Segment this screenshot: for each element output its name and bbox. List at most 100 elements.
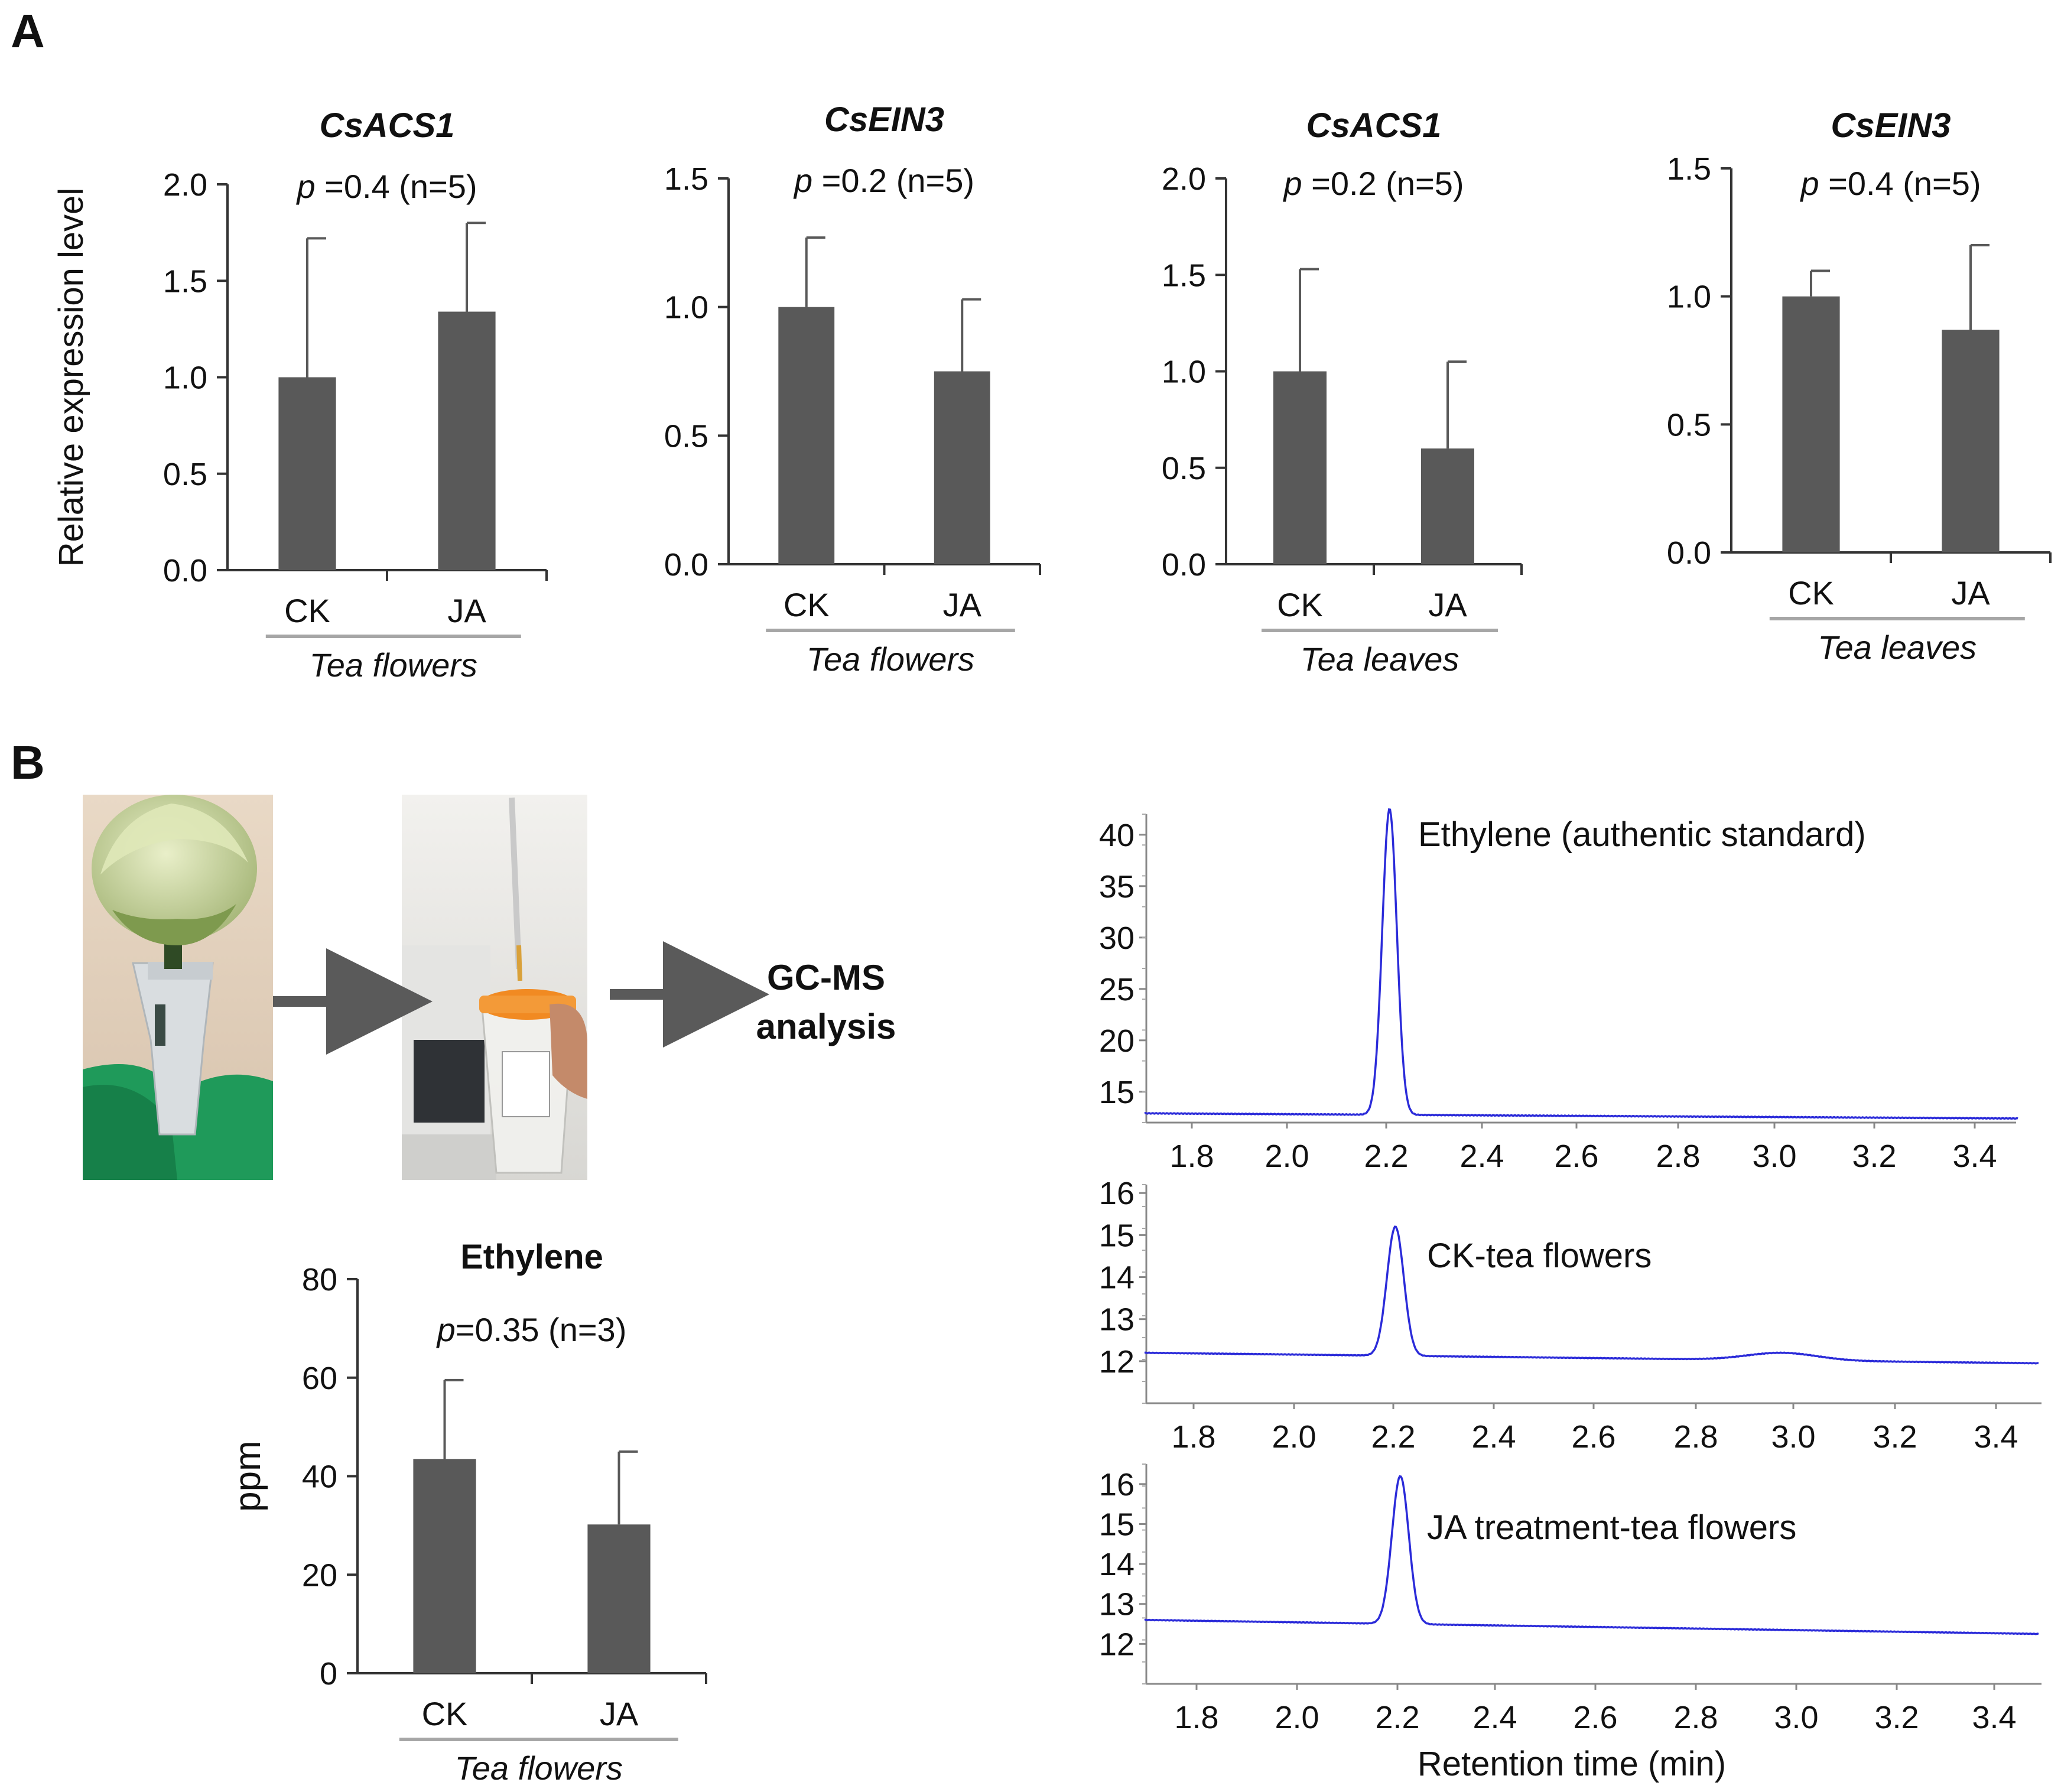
chart-a4-ytick-label: 1.5: [1667, 151, 1711, 187]
chart-gc2-title: CK-tea flowers: [1427, 1237, 1652, 1275]
chart-gc3-xtick-label: 3.0: [1774, 1700, 1818, 1735]
chart-gc2-ytick-label: 15: [1099, 1218, 1134, 1253]
chart-gc3-ytick-label: 15: [1099, 1507, 1134, 1542]
chart-gc2-xtick-label: 2.6: [1571, 1419, 1615, 1455]
chart-b_ethylene-group-label: Tea flowers: [455, 1749, 623, 1787]
chart-gc3-trace: [1144, 1475, 2039, 1635]
chart-gc1-ytick-label: 30: [1099, 921, 1134, 956]
gcms-step-label-line1: GC-MS: [767, 958, 885, 997]
chart-gc2-trace: [1144, 1225, 2039, 1365]
chart-gc2-ytick-label: 16: [1099, 1176, 1134, 1211]
panel-label-a: A: [11, 5, 45, 57]
chart-a1-bar-ck: [278, 377, 336, 570]
chart-a2-title: CsEIN3: [824, 100, 944, 139]
chart-a3-title: CsACS1: [1306, 106, 1442, 145]
chart-a1-group-label: Tea flowers: [310, 646, 477, 684]
chart-gc3-ytick-label: 13: [1099, 1587, 1134, 1622]
chart-gc2-xtick-label: 3.4: [1974, 1419, 2018, 1455]
chart-gc1-xtick-label: 3.2: [1852, 1139, 1896, 1174]
chart-a2-stat-text: p =0.2 (n=5): [793, 162, 974, 199]
chart-gc1-ytick-label: 25: [1099, 972, 1134, 1007]
chart-b_ethylene-category-label: JA: [600, 1695, 639, 1732]
chart-gc3-xtick-label: 2.8: [1673, 1700, 1718, 1735]
chart-a1-bar-ja: [438, 311, 496, 570]
chart-a1-title: CsACS1: [320, 106, 455, 145]
chart-a1-ylabel: Relative expression level: [52, 188, 90, 567]
chart-a2-category-label: CK: [784, 586, 830, 623]
chart-a2-bar-ja: [934, 371, 990, 564]
chart-a3-category-label: CK: [1277, 586, 1323, 623]
chart-a3-bar-ja: [1421, 448, 1474, 564]
gcms-step-label-line2: analysis: [756, 1007, 896, 1046]
chart-gc3-xtick-label: 1.8: [1174, 1700, 1218, 1735]
chart-a1-stat-rest: =0.4 (n=5): [316, 168, 477, 205]
chart-a4-category-label: CK: [1788, 574, 1834, 612]
chromatogram-ja: 12 13 14 15 16 1.8 2.0 2.2 2.4 2.6 2.8 3.0 3.2 3.4 JA …: [1099, 1463, 2042, 1783]
chart-a2-stat-p: p: [793, 162, 812, 199]
chart-a2-ytick-label: 1.5: [664, 161, 708, 197]
chart-b_ethylene-stat-p: p: [436, 1311, 456, 1348]
chart-a3-ytick-label: 0.0: [1162, 547, 1206, 583]
chart-gc2-xtick-label: 2.4: [1471, 1419, 1516, 1455]
chart-gc1-xtick-label: 2.8: [1656, 1139, 1700, 1174]
chart-gc1-ytick-label: 40: [1099, 818, 1134, 853]
chart-a1-ytick-label: 1.5: [163, 264, 207, 299]
chart-a4-bar-ja: [1942, 330, 2000, 552]
chart-gc1-ytick-label: 15: [1099, 1075, 1134, 1110]
chart-a1-category-label: CK: [284, 592, 330, 629]
chart-gc3-ytick-label: 14: [1099, 1547, 1134, 1582]
chart-gc1-ytick-label: 20: [1099, 1023, 1134, 1059]
chart-b_ethylene-ytick-label: 0: [320, 1656, 337, 1692]
chart-b_ethylene-category-label: CK: [422, 1695, 468, 1732]
chart-gc1-xtick-label: 2.0: [1264, 1139, 1309, 1174]
chart-a3-category-label: JA: [1428, 586, 1467, 623]
chart-a3-stat-rest: =0.2 (n=5): [1302, 165, 1464, 202]
chart-a2-ytick-label: 0.5: [664, 418, 708, 454]
chart-gc3-ytick-label: 16: [1099, 1467, 1134, 1502]
chart-a4-ytick-label: 0.0: [1667, 535, 1711, 571]
photo-syringe-sampling: [402, 795, 587, 1180]
chart-a4-csein3-leaves: 0.0 0.5 1.0 1.5 CK JA Tea leaves CsEIN3 p =0.4 (…: [1667, 106, 2052, 666]
chart-a3-stat-text: p =0.2 (n=5): [1282, 165, 1464, 202]
chart-gc3-xtick-label: 2.2: [1375, 1700, 1419, 1735]
chart-gc3-xlabel: Retention time (min): [1418, 1745, 1726, 1783]
chart-gc2-xtick-label: 2.8: [1673, 1419, 1718, 1455]
chart-a1-ytick-label: 1.0: [163, 360, 207, 396]
chart-a4-stat-rest: =0.4 (n=5): [1819, 165, 1981, 202]
chart-gc2-ytick-label: 12: [1099, 1344, 1134, 1380]
chart-b_ethylene-ytick-label: 40: [302, 1459, 337, 1495]
chart-a1-stat-p: p: [295, 168, 315, 205]
chart-a1-ytick-label: 2.0: [163, 167, 207, 203]
chart-a4-category-label: JA: [1951, 574, 1990, 612]
chart-gc3-ytick-label: 12: [1099, 1627, 1134, 1662]
chart-b_ethylene-ytick-label: 80: [302, 1262, 337, 1297]
chart-a4-title: CsEIN3: [1831, 106, 1951, 145]
panel-label-b: B: [11, 736, 45, 789]
chart-gc1-trace: [1144, 808, 2018, 1120]
chart-gc2-xtick-label: 3.2: [1873, 1419, 1917, 1455]
chromatogram-ck: 12 13 14 15 16 1.8 2.0 2.2 2.4 2.6 2.8 3.0 3.2 3.4 CK-…: [1099, 1176, 2042, 1455]
chart-a4-ytick-label: 0.5: [1667, 407, 1711, 443]
chart-a1-ytick-label: 0.5: [163, 457, 207, 492]
photo-tea-flower-tube: [83, 795, 273, 1180]
chart-a4-group-label: Tea leaves: [1818, 629, 1977, 666]
chart-b_ethylene-bar-ck: [413, 1459, 476, 1673]
chart-b_ethylene-ylabel: ppm: [227, 1440, 268, 1512]
chart-a2-ytick-label: 0.0: [664, 547, 708, 583]
chart-gc2-xtick-label: 1.8: [1171, 1419, 1215, 1455]
chart-gc2-xtick-label: 3.0: [1771, 1419, 1815, 1455]
chart-a3-ytick-label: 1.5: [1162, 258, 1206, 293]
chart-gc3-xtick-label: 2.6: [1573, 1700, 1617, 1735]
chart-b_ethylene-ytick-label: 20: [302, 1557, 337, 1593]
chart-gc3-title: JA treatment-tea flowers: [1427, 1508, 1796, 1547]
chart-a1-category-label: JA: [447, 592, 486, 629]
chart-gc1-xtick-label: 3.0: [1752, 1139, 1796, 1174]
chart-a2-group-label: Tea flowers: [807, 640, 974, 678]
chart-b_ethylene-ytick-label: 60: [302, 1361, 337, 1396]
chart-gc3-xtick-label: 3.2: [1874, 1700, 1919, 1735]
chart-gc1-xtick-label: 2.4: [1459, 1139, 1504, 1174]
chart-a3-ytick-label: 1.0: [1162, 355, 1206, 390]
chart-a3-group-label: Tea leaves: [1301, 640, 1459, 678]
